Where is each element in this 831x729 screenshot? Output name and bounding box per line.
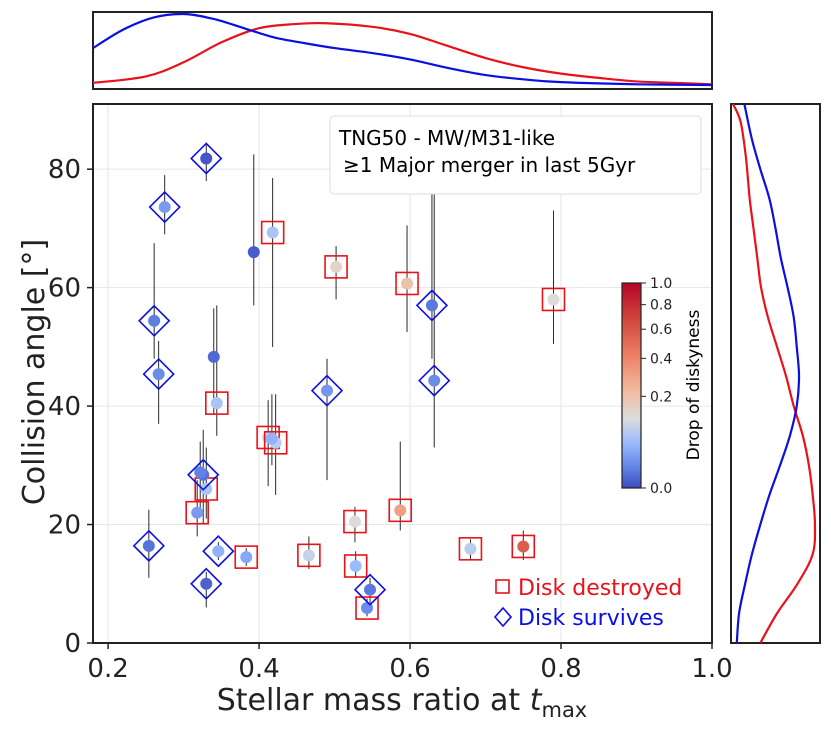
data-point	[517, 540, 530, 553]
marker-survives	[190, 142, 223, 175]
annotation-line-2: ≥1 Major merger in last 5Gyr	[343, 153, 636, 177]
data-point	[247, 246, 260, 259]
marker-destroyed	[256, 425, 280, 450]
marker-destroyed	[263, 430, 288, 455]
marker-survives	[190, 567, 223, 600]
annotation-box	[329, 115, 702, 195]
marker-survives	[418, 364, 451, 397]
marker-destroyed	[458, 537, 483, 561]
marker-destroyed	[343, 554, 368, 578]
right-kde-frame	[730, 103, 821, 644]
colorbar	[621, 282, 642, 489]
x-tick-label: 0.8	[540, 654, 581, 684]
marker-destroyed	[297, 543, 321, 568]
data-point	[348, 515, 361, 528]
y-axis-label: Collision angle [°]	[17, 239, 52, 505]
x-tick-label: 0.2	[87, 654, 128, 684]
right-kde-destroyed-line	[731, 103, 817, 644]
data-point	[401, 277, 414, 290]
data-point	[200, 152, 213, 165]
y-tick-label: 60	[48, 274, 81, 304]
marker-survives	[138, 304, 171, 337]
y-tick-label: 40	[48, 392, 81, 422]
marker-destroyed	[511, 534, 536, 559]
data-point	[240, 551, 253, 564]
marker-survives	[142, 357, 175, 391]
data-point	[464, 542, 477, 555]
data-point	[191, 506, 204, 519]
colorbar-tick-label: 0.2	[650, 389, 672, 405]
marker-survives	[187, 458, 220, 491]
data-point	[547, 293, 560, 306]
y-axis-ticks: 0 20 40 60 80	[48, 155, 93, 659]
data-point	[210, 397, 223, 410]
y-tick-label: 20	[48, 511, 81, 541]
marker-destroyed	[324, 255, 348, 279]
top-kde-frame	[92, 11, 713, 90]
data-point	[158, 201, 171, 214]
colorbar-tick-label: 0.8	[650, 298, 672, 314]
colorbar-ticks: 0.0 0.2 0.4 0.6 0.8 1.0	[641, 276, 672, 497]
marker-survives	[132, 529, 165, 562]
marker-destroyed	[541, 287, 566, 312]
y-tick-label: 0	[64, 629, 81, 659]
colorbar-tick-label: 0.0	[650, 481, 672, 497]
x-axis-label: Stellar mass ratio at tmax	[217, 683, 588, 722]
data-point	[330, 260, 343, 273]
top-kde-destroyed-line	[92, 21, 713, 86]
x-tick-label: 0.4	[238, 654, 279, 684]
x-tick-label: 0.6	[389, 654, 430, 684]
right-kde-survives-line	[735, 103, 801, 644]
data-point	[364, 583, 377, 596]
y-tick-label: 80	[48, 155, 81, 185]
data-point	[142, 539, 155, 552]
x-tick-label: 1.0	[691, 654, 732, 684]
legend-label-survives: Disk survives	[518, 606, 664, 631]
marker-destroyed	[395, 271, 419, 296]
colorbar-tick-label: 0.4	[650, 351, 672, 367]
data-point	[200, 577, 213, 590]
marker-survives	[148, 190, 181, 224]
top-kde-survives-line	[92, 12, 713, 87]
colorbar-tick-label: 0.6	[650, 322, 672, 338]
data-point	[266, 226, 279, 239]
legend-marker-survives	[493, 606, 513, 628]
colorbar-tick-label: 1.0	[650, 276, 672, 292]
marker-survives	[202, 535, 235, 568]
marker-destroyed	[205, 391, 229, 415]
data-point	[425, 299, 438, 312]
marker-destroyed	[343, 509, 367, 534]
x-axis-ticks: 0.2 0.4 0.6 0.8 1.0	[87, 643, 733, 684]
marker-survives	[415, 289, 449, 322]
marker-destroyed	[260, 220, 285, 245]
marker-survives	[310, 374, 344, 407]
marker-destroyed	[355, 596, 379, 620]
data-point	[428, 374, 441, 387]
marker-survives	[353, 573, 387, 606]
data-point	[148, 314, 161, 327]
legend-label-destroyed: Disk destroyed	[518, 576, 682, 601]
data-point	[302, 549, 315, 562]
plot-frame	[92, 103, 713, 644]
data-point	[265, 432, 278, 445]
marker-destroyed	[185, 500, 209, 525]
data-point	[194, 466, 207, 479]
data-point	[152, 368, 165, 381]
legend-marker-destroyed	[495, 579, 510, 594]
data-point	[394, 504, 407, 517]
colorbar-label: Drop of diskyness	[684, 310, 704, 461]
marker-destroyed	[234, 545, 259, 569]
data-point	[200, 483, 213, 495]
data-point	[212, 545, 225, 558]
marker-destroyed	[388, 498, 413, 523]
data-points	[132, 142, 566, 620]
annotation-line-1: TNG50 - MW/M31-like	[338, 126, 555, 150]
data-point	[321, 384, 334, 397]
data-point	[207, 350, 220, 363]
data-point	[349, 560, 362, 572]
